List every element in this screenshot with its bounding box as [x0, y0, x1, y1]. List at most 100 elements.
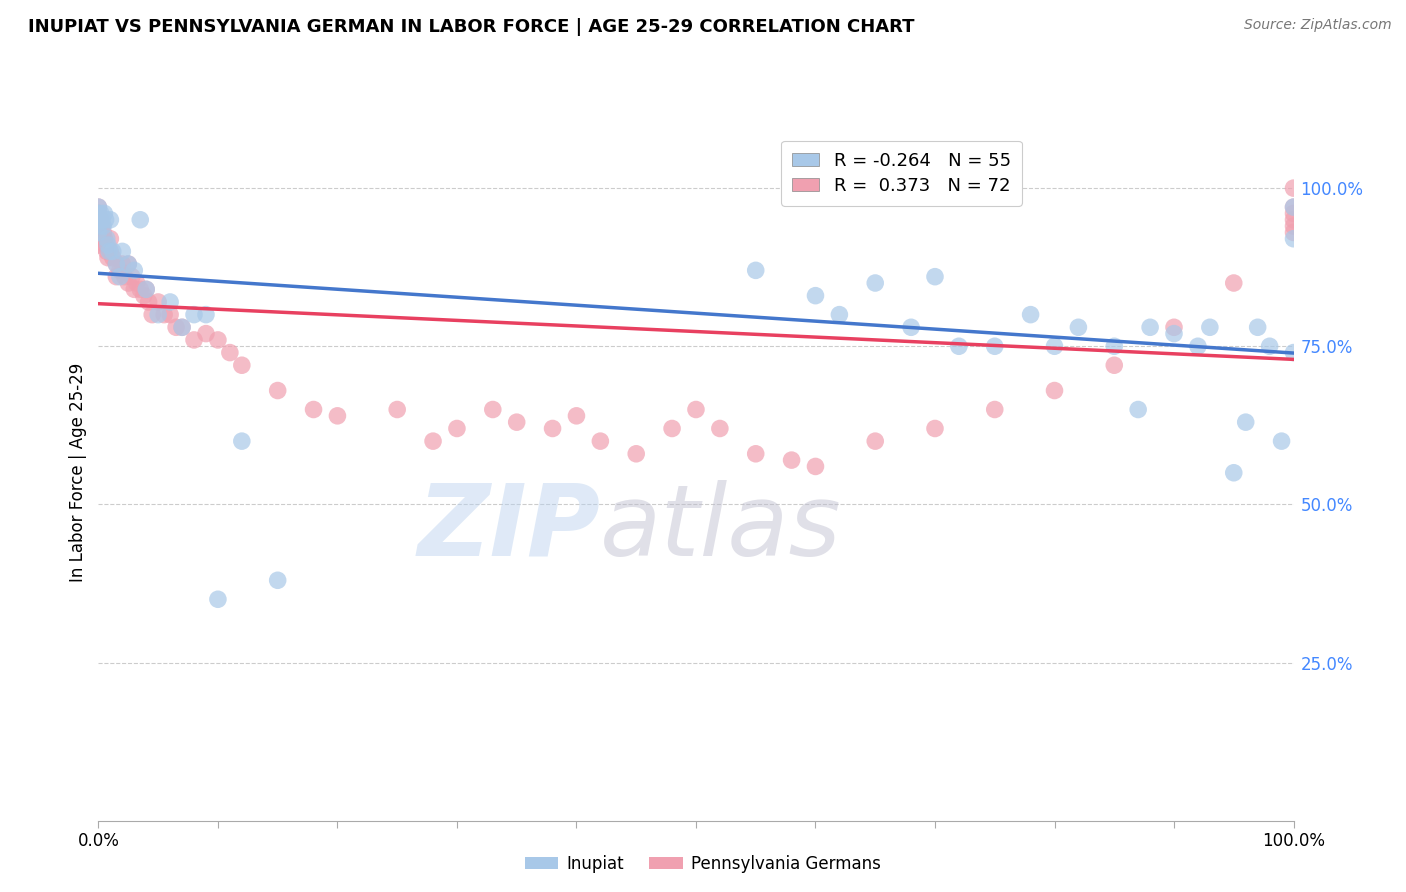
Legend: Inupiat, Pennsylvania Germans: Inupiat, Pennsylvania Germans	[519, 848, 887, 880]
Point	[94, 212, 117, 227]
Point	[165, 320, 187, 334]
Point	[422, 434, 444, 449]
Point	[87, 219, 110, 233]
Point	[129, 212, 152, 227]
Point	[1043, 384, 1066, 398]
Point	[1282, 212, 1305, 227]
Point	[91, 219, 114, 233]
Point	[135, 282, 157, 296]
Point	[267, 384, 290, 398]
Point	[984, 339, 1007, 353]
Point	[804, 288, 827, 302]
Point	[1282, 181, 1305, 195]
Point	[1282, 232, 1305, 246]
Point	[1222, 466, 1246, 480]
Point	[117, 276, 139, 290]
Point	[924, 421, 946, 435]
Point	[1282, 226, 1305, 240]
Point	[863, 276, 887, 290]
Point	[111, 244, 134, 259]
Point	[105, 257, 128, 271]
Point	[94, 238, 117, 252]
Point	[91, 226, 114, 240]
Point	[1282, 206, 1305, 220]
Point	[326, 409, 349, 423]
Point	[172, 320, 194, 334]
Point	[87, 238, 110, 252]
Point	[87, 200, 110, 214]
Point	[385, 402, 409, 417]
Point	[709, 421, 731, 435]
Point	[984, 402, 1007, 417]
Point	[565, 409, 588, 423]
Point	[745, 263, 768, 277]
Point	[148, 308, 170, 322]
Point	[135, 282, 157, 296]
Point	[117, 257, 139, 271]
Point	[93, 232, 115, 246]
Point	[138, 295, 160, 310]
Point	[90, 206, 112, 220]
Point	[108, 269, 131, 284]
Point	[745, 447, 768, 461]
Point	[101, 251, 124, 265]
Point	[231, 358, 253, 372]
Text: Source: ZipAtlas.com: Source: ZipAtlas.com	[1244, 18, 1392, 32]
Point	[87, 206, 110, 220]
Point	[1067, 320, 1090, 334]
Point	[194, 308, 218, 322]
Point	[148, 295, 170, 310]
Point	[267, 574, 290, 588]
Point	[87, 219, 110, 233]
Point	[661, 421, 683, 435]
Point	[98, 244, 122, 259]
Point	[117, 257, 139, 271]
Text: ZIP: ZIP	[418, 480, 600, 577]
Point	[541, 421, 564, 435]
Point	[153, 308, 176, 322]
Point	[1019, 308, 1042, 322]
Point	[685, 402, 707, 417]
Point	[97, 238, 120, 252]
Point	[1163, 320, 1185, 334]
Point	[96, 244, 118, 259]
Point	[589, 434, 612, 449]
Text: INUPIAT VS PENNSYLVANIA GERMAN IN LABOR FORCE | AGE 25-29 CORRELATION CHART: INUPIAT VS PENNSYLVANIA GERMAN IN LABOR …	[28, 18, 915, 36]
Point	[87, 212, 110, 227]
Point	[141, 308, 163, 322]
Point	[1139, 320, 1161, 334]
Point	[626, 447, 648, 461]
Point	[101, 244, 124, 259]
Point	[97, 251, 120, 265]
Point	[96, 232, 118, 246]
Point	[1102, 339, 1125, 353]
Point	[1102, 358, 1125, 372]
Point	[1128, 402, 1150, 417]
Point	[1198, 320, 1220, 334]
Point	[98, 232, 122, 246]
Point	[87, 200, 110, 214]
Point	[1234, 415, 1257, 429]
Point	[90, 212, 112, 227]
Point	[900, 320, 922, 334]
Point	[114, 269, 136, 284]
Point	[481, 402, 505, 417]
Point	[219, 345, 242, 359]
Point	[804, 459, 827, 474]
Point	[124, 282, 146, 296]
Point	[1282, 219, 1305, 233]
Point	[98, 244, 121, 259]
Point	[1163, 326, 1185, 341]
Point	[159, 295, 181, 310]
Text: atlas: atlas	[600, 480, 842, 577]
Point	[1246, 320, 1268, 334]
Point	[129, 282, 152, 296]
Point	[87, 212, 110, 227]
Point	[125, 276, 148, 290]
Point	[87, 226, 110, 240]
Point	[1187, 339, 1209, 353]
Point	[1271, 434, 1294, 449]
Point	[207, 592, 229, 607]
Point	[780, 453, 803, 467]
Point	[948, 339, 970, 353]
